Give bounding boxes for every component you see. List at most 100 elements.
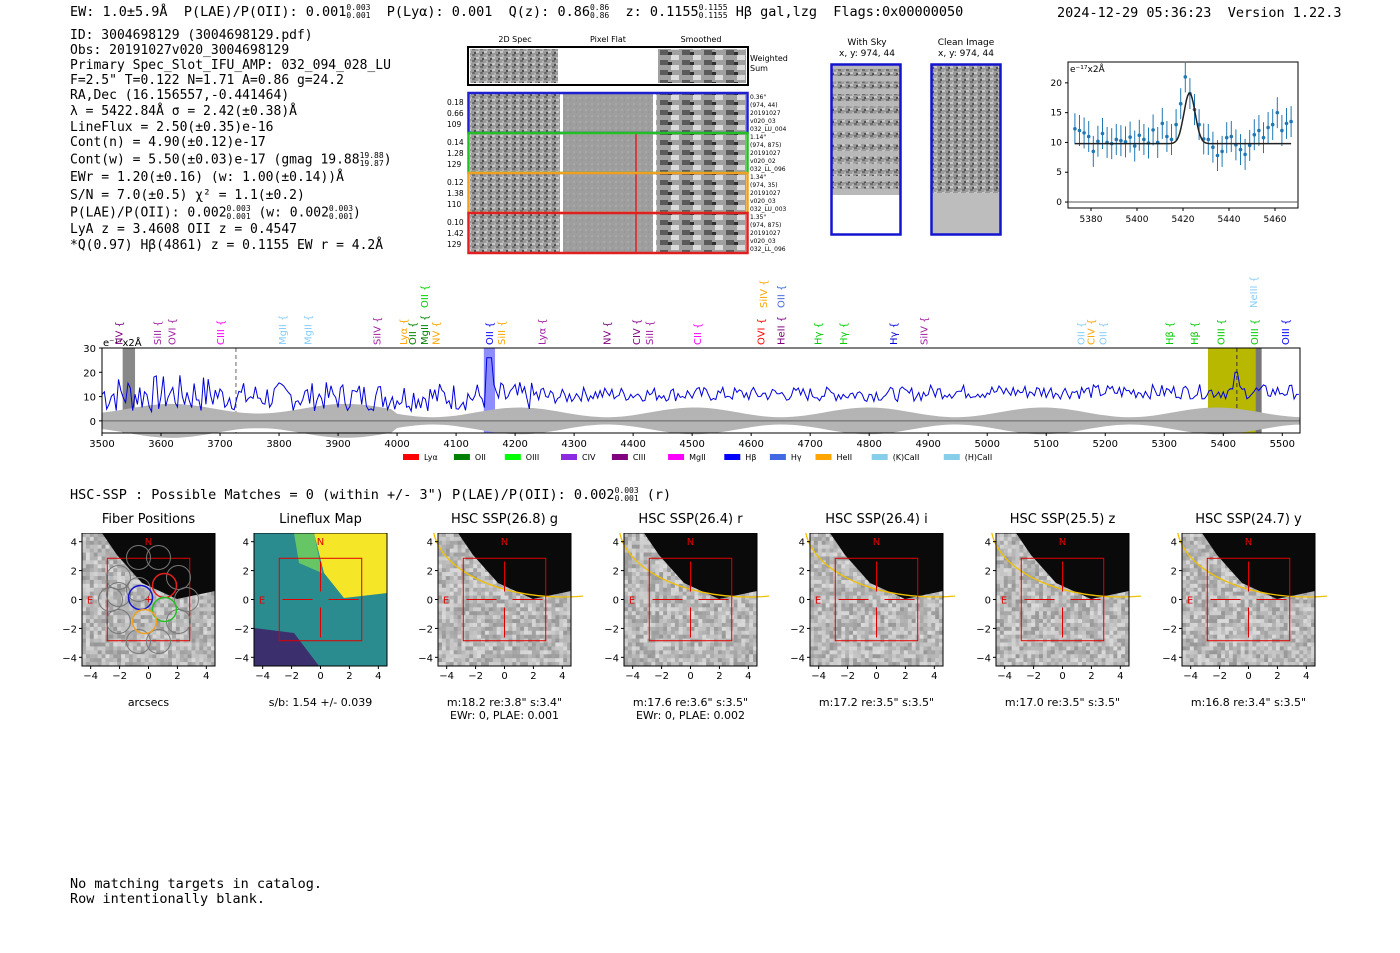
cutout-pixel xyxy=(931,607,936,612)
cutout-pixel xyxy=(821,595,826,600)
cutout-pixel xyxy=(477,564,482,569)
cutout-pixel xyxy=(698,658,703,663)
cutout-pixel xyxy=(563,619,568,624)
cutout-pixel xyxy=(160,603,165,608)
cutout-pixel xyxy=(825,622,830,628)
cutout-pixel xyxy=(473,619,478,624)
cutout-pixel xyxy=(639,544,644,549)
cutout-pixel xyxy=(880,619,885,624)
cutout-pixel xyxy=(923,603,928,608)
cutout-pixel xyxy=(659,560,664,565)
bright-source xyxy=(102,533,215,599)
cutout-pixel xyxy=(710,662,715,667)
cutout-pixel xyxy=(140,622,145,628)
cutout-pixel xyxy=(903,607,909,612)
cutout-pixel xyxy=(539,642,544,647)
row-flat-strip xyxy=(563,134,653,172)
cutout-pixel xyxy=(199,650,204,655)
cutout-pixel xyxy=(457,611,462,616)
cutout-pixel xyxy=(821,615,826,620)
cutout-pixel xyxy=(837,611,842,616)
info-plae-lower: 0.001 xyxy=(226,212,251,221)
legend-swatch xyxy=(668,454,685,460)
cutout-pixel xyxy=(853,619,858,624)
cutout-pixel xyxy=(655,615,660,620)
fiber-circle xyxy=(166,565,191,590)
cutout-pixel xyxy=(93,662,98,667)
cutout-pixel xyxy=(469,568,474,573)
cutout-pixel xyxy=(635,591,640,596)
cutout-pixel xyxy=(527,611,533,616)
cutout-pixel xyxy=(195,619,200,624)
cutout-pixel xyxy=(745,603,750,608)
cutout-pixel xyxy=(524,622,529,628)
cutout-pixel xyxy=(837,560,842,565)
cutout-pixel xyxy=(461,548,466,553)
cutout-pixel xyxy=(520,658,525,663)
cutout-pixel xyxy=(140,626,145,632)
cutout-pixel xyxy=(694,630,699,636)
cutout-pixel xyxy=(496,658,501,663)
cutout-pixel xyxy=(539,654,544,659)
cutout-pixel xyxy=(825,638,830,643)
cutout-pixel xyxy=(694,603,699,608)
cutout-pixel xyxy=(667,587,672,592)
cutout-pixel xyxy=(195,615,200,620)
cutout-pixel xyxy=(164,607,169,612)
cutout-pixel xyxy=(737,619,742,624)
cutout-pixel xyxy=(97,658,102,663)
cutout-pixel xyxy=(639,638,644,643)
cutout-pixel xyxy=(500,607,505,612)
cutout-pixel xyxy=(749,619,754,624)
cutout-pixel xyxy=(524,599,529,604)
cutout-pixel xyxy=(733,619,738,624)
cutout-pixel xyxy=(667,568,672,573)
cutout-pixel xyxy=(627,587,633,592)
cutout-pixel xyxy=(152,619,157,624)
cutout-pixel xyxy=(911,626,916,632)
zoom-xtick-label: 5420 xyxy=(1172,215,1195,225)
cutout-pixel xyxy=(191,619,196,624)
cutout-pixel xyxy=(82,587,87,592)
cutout-pixel xyxy=(825,583,830,589)
cutout-pixel xyxy=(651,650,656,655)
cutout-pixel xyxy=(465,642,470,647)
cutout-pixel xyxy=(93,579,98,585)
legend-swatch xyxy=(504,454,521,460)
cutout-pixel xyxy=(749,595,754,600)
cutout-pixel xyxy=(128,599,134,604)
cutout-pixel xyxy=(624,658,629,663)
cutout-pixel xyxy=(457,619,462,624)
cutout-pixel xyxy=(817,540,823,546)
cutout-pixel xyxy=(841,646,846,651)
line-mark-label: MgII { xyxy=(420,315,431,345)
cutout-pixel xyxy=(547,626,552,632)
cutout-pixel xyxy=(682,622,687,628)
cutout-pixel xyxy=(833,544,838,549)
cutout-pixel xyxy=(199,607,204,612)
cutout-pixel xyxy=(82,658,87,663)
legend-label: CIII xyxy=(633,453,646,462)
full-xtick-label: 4700 xyxy=(797,439,822,450)
cutout-pixel xyxy=(911,615,916,620)
cutout-pixel xyxy=(655,611,660,616)
cutout-pixel xyxy=(627,658,633,663)
cutout-pixel xyxy=(919,638,924,643)
cutout-pixel xyxy=(713,615,719,620)
full-ytick-label: 0 xyxy=(90,417,96,428)
cutout-pixel xyxy=(813,544,819,549)
cutout-pixel xyxy=(105,662,110,667)
cutout-pixel xyxy=(717,646,723,651)
cutout-pixel xyxy=(674,615,680,620)
zoom-point xyxy=(1128,135,1132,139)
cutout-pixel xyxy=(817,576,823,581)
cutout-pixel xyxy=(733,634,738,639)
cutout-pixel xyxy=(527,642,533,647)
cutout-pixel xyxy=(531,611,537,616)
cutout-pixel xyxy=(199,646,204,651)
cutout-pixel xyxy=(627,607,633,612)
cutout-pixel xyxy=(445,552,451,557)
row-flat-strip xyxy=(563,214,653,252)
cutout-pixel xyxy=(631,587,637,592)
